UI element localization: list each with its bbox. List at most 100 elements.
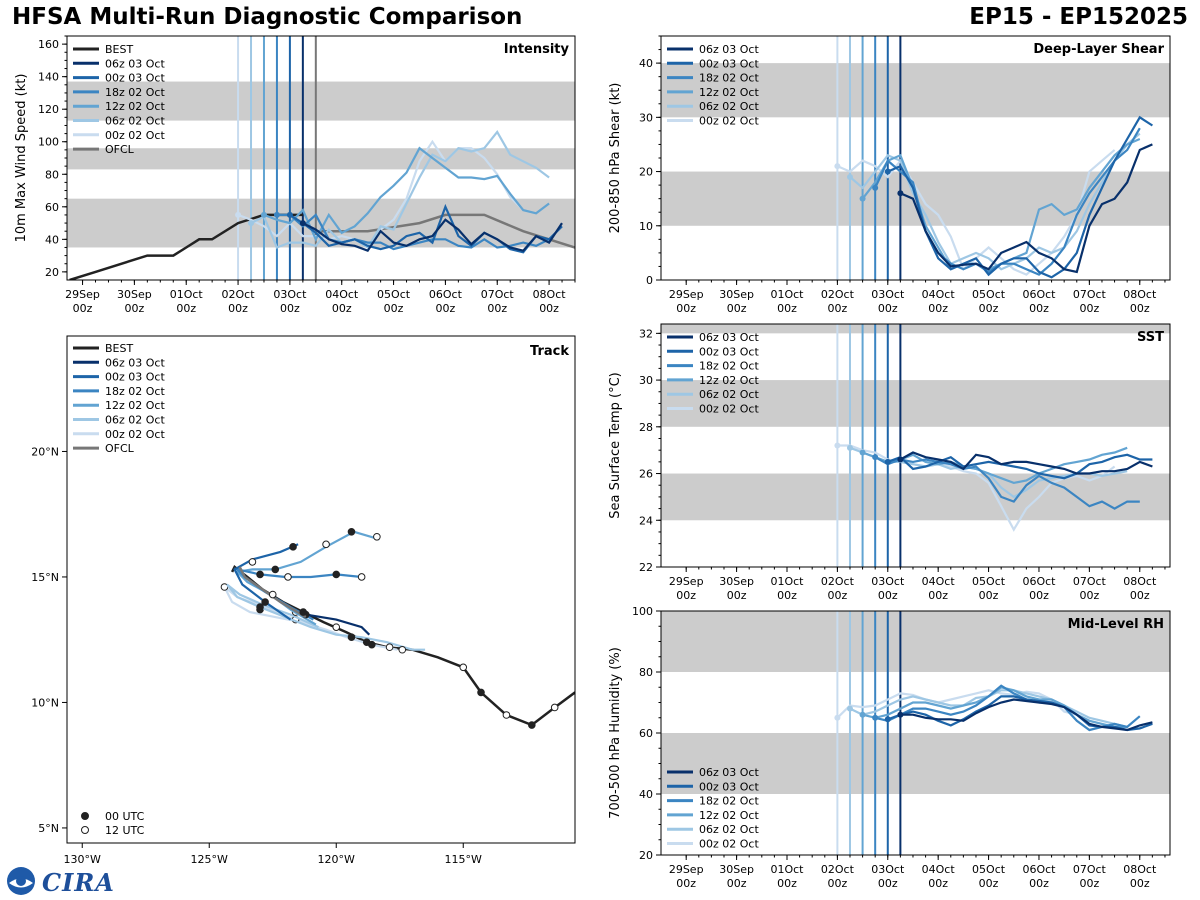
x-tick-label: 00z	[539, 302, 559, 315]
x-tick-label: 00z	[487, 302, 507, 315]
intensity-ylabel: 10m Max Wind Speed (kt)	[14, 74, 29, 243]
shear-panel: 01020304029Sep00z30Sep00z01Oct00z02Oct00…	[608, 35, 1171, 315]
track-plot-area	[220, 527, 575, 729]
track-panel: 130°W 125°W 120°W 115°W 5°N 10°N 15°N 20°N Track…	[31, 335, 576, 866]
ofcl-track-line	[238, 566, 307, 619]
track-title: Track	[530, 344, 569, 359]
x-tick-label: 00z	[280, 302, 300, 315]
x-tick-label: 00z	[676, 589, 696, 602]
series-start-marker	[299, 220, 306, 227]
storm-id: EP15 - EP152025	[969, 4, 1188, 30]
shaded-band	[661, 473, 1170, 521]
x-tick-label: 00z	[124, 302, 144, 315]
sst-plot-area	[661, 324, 1170, 567]
series-start-marker	[884, 458, 891, 465]
series-start-marker	[872, 714, 879, 721]
legend-label: 06z 02 Oct	[699, 388, 759, 401]
series-start-marker	[859, 449, 866, 456]
x-tick-label: 00z	[676, 877, 696, 890]
series-line-06z-03-oct	[899, 451, 1153, 475]
x-tick-label: 00z	[827, 589, 847, 602]
x-tick-label: 07Oct	[1073, 288, 1107, 301]
y-tick-label: 28	[639, 421, 653, 434]
series-start-marker	[872, 184, 879, 191]
x-tick-label: 01Oct	[770, 863, 804, 876]
best-marker-12utc	[550, 703, 559, 712]
x-tick-label: 08Oct	[1123, 575, 1157, 588]
legend-label: OFCL	[105, 442, 135, 455]
x-tick-label: 00z	[979, 589, 999, 602]
legend-label: 00z 03 Oct	[699, 57, 759, 70]
shaded-band	[661, 380, 1170, 427]
y-tick-label: 60	[639, 727, 653, 740]
legend-label: 18z 02 Oct	[699, 360, 759, 373]
y-tick-label: 20	[639, 166, 653, 179]
legend-label: BEST	[105, 43, 133, 56]
x-tick-label: 00z	[1079, 302, 1099, 315]
track-marker-12utc	[398, 645, 407, 654]
series-start-marker	[897, 456, 904, 463]
y-tick-label: 40	[45, 233, 59, 246]
x-tick-label: 02Oct	[222, 288, 256, 301]
x-tick-label: 00z	[727, 589, 747, 602]
x-tick-label: 05Oct	[972, 288, 1006, 301]
x-tick-label: 00z	[777, 302, 797, 315]
legend-label: 06z 03 Oct	[699, 331, 759, 344]
x-tick-label: 00z	[1130, 302, 1150, 315]
best-marker-00utc	[299, 608, 308, 616]
y-tick-label: 140	[38, 71, 59, 84]
series-line-06z-02-oct	[250, 130, 550, 250]
rh-title: Mid-Level RH	[1068, 617, 1164, 632]
x-tick-label: 120°W	[318, 853, 355, 866]
shaded-band	[661, 324, 1170, 334]
x-tick-label: 02Oct	[821, 575, 855, 588]
x-tick-label: 00z	[827, 302, 847, 315]
series-start-marker	[834, 442, 841, 449]
x-tick-label: 00z	[878, 877, 898, 890]
x-tick-label: 29Sep	[65, 288, 100, 301]
marker-legend-label: 12 UTC	[105, 824, 145, 837]
x-tick-label: 06Oct	[429, 288, 463, 301]
series-start-marker	[859, 195, 866, 202]
best-marker-00utc	[528, 721, 536, 729]
legend-label: 06z 02 Oct	[699, 823, 759, 836]
series-start-marker	[897, 711, 904, 718]
x-tick-label: 07Oct	[1073, 575, 1107, 588]
x-tick-label: 00z	[1029, 302, 1049, 315]
legend-label: 00z 02 Oct	[105, 129, 165, 142]
y-tick-label: 100	[38, 136, 59, 149]
legend-label: OFCL	[105, 143, 135, 156]
track-line-06z-02-oct	[226, 583, 426, 651]
legend-label: 18z 02 Oct	[699, 795, 759, 808]
best-marker-12utc	[502, 711, 511, 719]
sst-title: SST	[1137, 330, 1164, 345]
track-marker-12utc	[373, 532, 381, 541]
x-tick-label: 00z	[1079, 877, 1099, 890]
intensity-title: Intensity	[504, 42, 570, 57]
rh-ylabel: 700-500 hPa Humidity (%)	[608, 647, 623, 819]
x-tick-label: 05Oct	[377, 288, 411, 301]
series-line-00z-03-oct	[887, 115, 1154, 279]
x-tick-label: 00z	[878, 589, 898, 602]
y-tick-label: 15°N	[31, 571, 59, 584]
cira-logo: CIRA	[42, 868, 115, 897]
legend-marker-12utc	[81, 826, 89, 834]
x-tick-label: 00z	[928, 589, 948, 602]
series-line-18z-02-oct	[874, 456, 1140, 510]
x-tick-label: 130°W	[64, 853, 101, 866]
x-tick-label: 06Oct	[1022, 288, 1056, 301]
x-tick-label: 05Oct	[972, 575, 1006, 588]
x-tick-label: 00z	[332, 302, 352, 315]
x-tick-label: 29Sep	[669, 863, 704, 876]
x-tick-label: 30Sep	[117, 288, 152, 301]
legend-label: 06z 03 Oct	[699, 43, 759, 56]
legend-label: 06z 02 Oct	[699, 100, 759, 113]
series-start-marker	[834, 163, 841, 170]
series-line-18z-02-oct	[874, 684, 1141, 732]
legend-label: 12z 02 Oct	[105, 399, 165, 412]
shaded-band	[67, 148, 575, 170]
intensity-panel: 2040608010012014016029Sep00z30Sep00z01Oc…	[14, 35, 576, 315]
rh-panel: 2040608010029Sep00z30Sep00z01Oct00z02Oct…	[608, 605, 1171, 890]
legend-label: 00z 02 Oct	[699, 115, 759, 128]
